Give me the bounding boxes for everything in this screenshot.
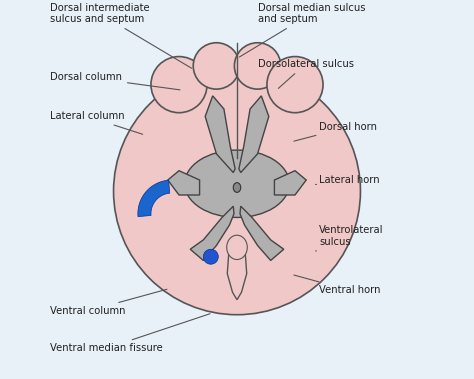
Text: Dorsolateral sulcus: Dorsolateral sulcus [257, 59, 354, 88]
Text: Lateral horn: Lateral horn [316, 175, 380, 185]
Circle shape [203, 249, 219, 264]
Polygon shape [138, 180, 170, 217]
Polygon shape [205, 96, 235, 172]
Text: Ventral median fissure: Ventral median fissure [50, 314, 210, 353]
Polygon shape [227, 253, 247, 300]
Text: Dorsal intermediate
sulcus and septum: Dorsal intermediate sulcus and septum [50, 3, 191, 68]
Text: Lateral column: Lateral column [50, 111, 143, 134]
Polygon shape [274, 171, 306, 195]
Ellipse shape [185, 150, 289, 218]
Circle shape [234, 43, 281, 89]
Circle shape [267, 56, 323, 113]
Polygon shape [168, 171, 200, 195]
Ellipse shape [233, 183, 241, 193]
Polygon shape [190, 206, 234, 260]
Circle shape [151, 56, 207, 113]
Text: Ventral column: Ventral column [50, 289, 167, 316]
Polygon shape [240, 206, 284, 260]
Text: Dorsal column: Dorsal column [50, 72, 180, 90]
Circle shape [114, 68, 360, 315]
Text: Ventral horn: Ventral horn [294, 275, 381, 295]
Text: Dorsal horn: Dorsal horn [294, 122, 377, 141]
Text: Dorsal median sulcus
and septum: Dorsal median sulcus and septum [239, 3, 365, 57]
Ellipse shape [227, 235, 247, 260]
Text: Ventrolateral
sulcus: Ventrolateral sulcus [316, 226, 384, 251]
Circle shape [193, 43, 240, 89]
Polygon shape [239, 96, 269, 172]
